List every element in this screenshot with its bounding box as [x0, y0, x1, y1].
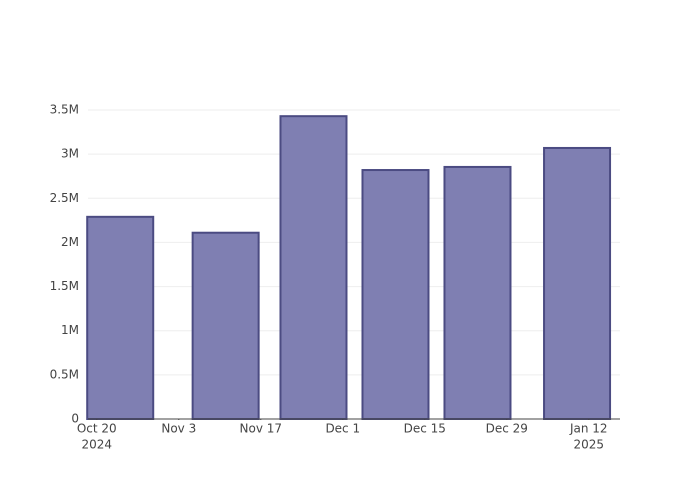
bar	[443, 165, 512, 420]
x-tick-label: Nov 3	[161, 422, 196, 436]
bar	[543, 146, 612, 420]
bar	[86, 215, 155, 420]
y-tick-label: 3M	[61, 147, 79, 161]
y-tick-label: 2.5M	[50, 191, 79, 205]
bar	[279, 115, 348, 421]
x-tick-label: Oct 20	[77, 422, 117, 436]
x-tick-label: 2025	[573, 438, 604, 452]
x-tick-label: Nov 17	[240, 422, 283, 436]
y-tick-label: 3.5M	[50, 103, 79, 117]
x-tick-label: Dec 1	[325, 422, 360, 436]
y-tick-label: 2M	[61, 235, 79, 249]
y-tick-label: 1.5M	[50, 279, 79, 293]
x-tick-label: Jan 12	[569, 422, 608, 436]
y-tick-label: 0	[71, 412, 79, 426]
x-tick-label: 2024	[82, 438, 113, 452]
bar	[191, 231, 260, 420]
x-tick-label: Dec 29	[486, 422, 528, 436]
y-tick-label: 0.5M	[50, 367, 79, 381]
x-tick-label: Dec 15	[404, 422, 446, 436]
bar	[361, 169, 430, 420]
y-tick-label: 1M	[61, 323, 79, 337]
